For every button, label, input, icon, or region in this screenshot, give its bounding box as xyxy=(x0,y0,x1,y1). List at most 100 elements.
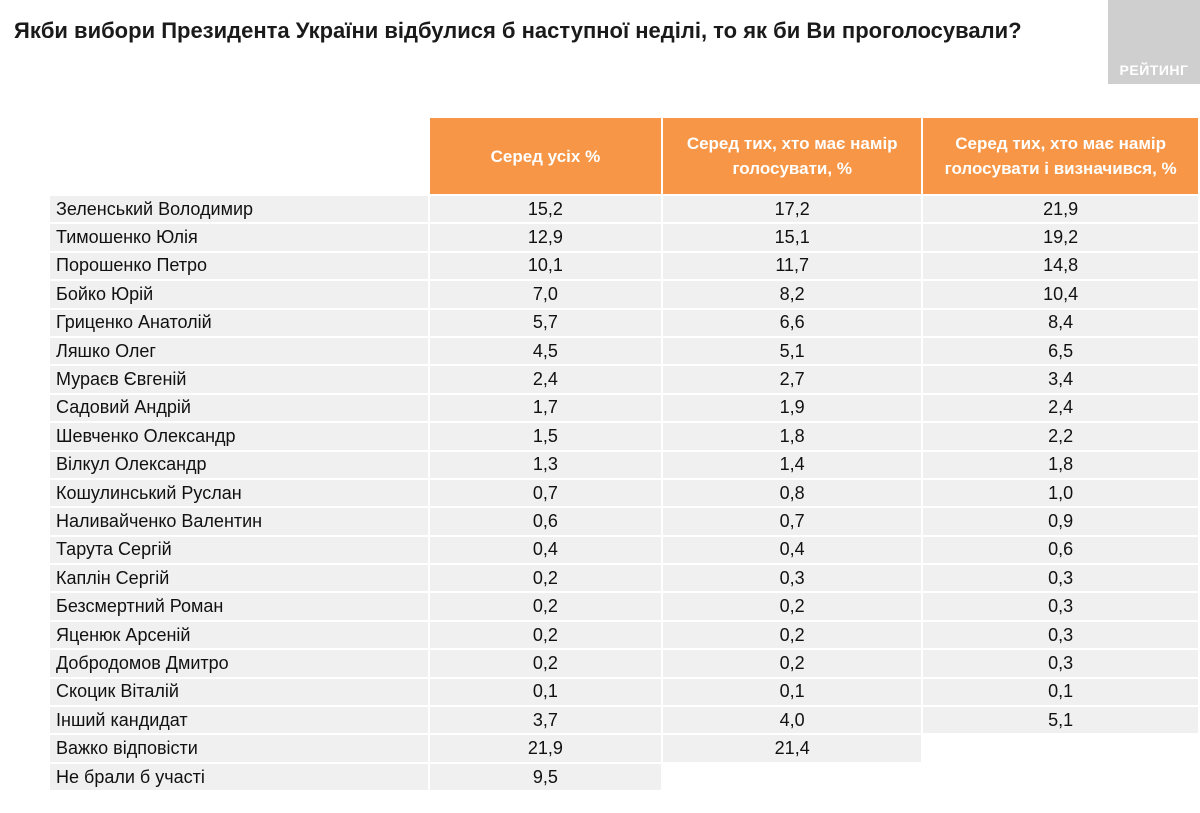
candidate-name: Тарута Сергій xyxy=(50,536,428,564)
value-cell: 1,3 xyxy=(429,451,662,478)
table-row: Тарута Сергій 0,4 0,4 0,6 xyxy=(50,536,1198,564)
value-cell: 19,2 xyxy=(923,224,1198,251)
value-cell: 2,4 xyxy=(429,366,662,393)
candidate-name: Гриценко Анатолій xyxy=(50,309,428,336)
candidate-name: Зеленський Володимир xyxy=(50,196,428,223)
value-cell: 0,8 xyxy=(663,479,922,507)
table-row: Ляшко Олег 4,5 5,1 6,5 xyxy=(50,337,1198,365)
value-cell: 10,4 xyxy=(923,281,1198,308)
value-cell: 0,3 xyxy=(923,650,1198,677)
value-cell: 1,5 xyxy=(429,423,662,450)
table-row: Тимошенко Юлія 12,9 15,1 19,2 xyxy=(50,224,1198,251)
value-cell: 0,6 xyxy=(923,536,1198,564)
empty-cell xyxy=(663,764,921,790)
value-cell: 0,4 xyxy=(429,536,662,564)
value-cell: 17,2 xyxy=(663,196,922,223)
value-cell: 14,8 xyxy=(923,252,1198,280)
value-cell: 1,8 xyxy=(923,451,1198,478)
candidate-name: Шевченко Олександр xyxy=(50,423,428,450)
value-cell: 0,3 xyxy=(923,593,1198,620)
value-cell: 0,7 xyxy=(663,508,922,535)
value-cell: 15,2 xyxy=(429,196,662,223)
value-cell: 5,1 xyxy=(663,337,922,365)
value-cell: 0,6 xyxy=(429,508,662,535)
rating-logo: РЕЙТИНГ xyxy=(1108,0,1200,84)
value-cell: 2,4 xyxy=(923,394,1198,422)
value-cell: 12,9 xyxy=(429,224,662,251)
value-cell: 0,3 xyxy=(923,565,1198,592)
value-cell: 0,2 xyxy=(663,593,922,620)
candidate-name: Не брали б участі xyxy=(50,763,428,791)
table-row: Шевченко Олександр 1,5 1,8 2,2 xyxy=(50,423,1198,450)
candidate-name: Скоцик Віталій xyxy=(50,678,428,706)
value-cell: 9,5 xyxy=(429,763,662,791)
candidate-name: Наливайченко Валентин xyxy=(50,508,428,535)
candidate-name: Мураєв Євгеній xyxy=(50,366,428,393)
value-cell: 1,4 xyxy=(663,451,922,478)
value-cell: 2,2 xyxy=(923,423,1198,450)
value-cell: 21,4 xyxy=(663,735,922,762)
candidate-name: Ляшко Олег xyxy=(50,337,428,365)
results-table: Серед усіх % Серед тих, хто має намір го… xyxy=(48,116,1200,792)
value-cell: 0,1 xyxy=(663,678,922,706)
value-cell: 1,0 xyxy=(923,479,1198,507)
empty-cell xyxy=(923,735,1198,761)
table-row: Кошулинський Руслан 0,7 0,8 1,0 xyxy=(50,479,1198,507)
value-cell: 0,1 xyxy=(429,678,662,706)
table-row: Інший кандидат 3,7 4,0 5,1 xyxy=(50,707,1198,734)
table-row: Наливайченко Валентин 0,6 0,7 0,9 xyxy=(50,508,1198,535)
value-cell: 1,7 xyxy=(429,394,662,422)
value-cell: 0,2 xyxy=(429,565,662,592)
candidate-name: Інший кандидат xyxy=(50,707,428,734)
table-row: Безсмертний Роман 0,2 0,2 0,3 xyxy=(50,593,1198,620)
value-cell: 0,7 xyxy=(429,479,662,507)
candidate-name: Яценюк Арсеній xyxy=(50,621,428,649)
value-cell: 8,2 xyxy=(663,281,922,308)
value-cell: 0,3 xyxy=(663,565,922,592)
table-row: Мураєв Євгеній 2,4 2,7 3,4 xyxy=(50,366,1198,393)
candidate-name: Вілкул Олександр xyxy=(50,451,428,478)
candidate-name: Бойко Юрій xyxy=(50,281,428,308)
value-cell: 15,1 xyxy=(663,224,922,251)
value-cell: 21,9 xyxy=(429,735,662,762)
logo-text: РЕЙТИНГ xyxy=(1119,62,1189,78)
table-row: Важко відповісти 21,9 21,4 xyxy=(50,735,1198,762)
value-cell: 21,9 xyxy=(923,196,1198,223)
empty-cell xyxy=(923,764,1198,790)
value-cell: 11,7 xyxy=(663,252,922,280)
column-header: Серед усіх % xyxy=(429,118,662,194)
candidate-name: Кошулинський Руслан xyxy=(50,479,428,507)
value-cell: 0,2 xyxy=(663,650,922,677)
table-row: Бойко Юрій 7,0 8,2 10,4 xyxy=(50,281,1198,308)
value-cell: 0,9 xyxy=(923,508,1198,535)
table-row: Каплін Сергій 0,2 0,3 0,3 xyxy=(50,565,1198,592)
value-cell: 3,4 xyxy=(923,366,1198,393)
header-blank xyxy=(50,118,428,194)
candidate-name: Важко відповісти xyxy=(50,735,428,762)
value-cell: 6,6 xyxy=(663,309,922,336)
table-row: Порошенко Петро 10,1 11,7 14,8 xyxy=(50,252,1198,280)
column-header: Серед тих, хто має намір голосувати, % xyxy=(663,118,922,194)
value-cell: 5,1 xyxy=(923,707,1198,734)
page-title: Якби вибори Президента України відбулися… xyxy=(14,18,1022,43)
value-cell: 8,4 xyxy=(923,309,1198,336)
value-cell: 0,3 xyxy=(923,621,1198,649)
value-cell: 0,2 xyxy=(663,621,922,649)
value-cell: 10,1 xyxy=(429,252,662,280)
candidate-name: Порошенко Петро xyxy=(50,252,428,280)
value-cell: 0,4 xyxy=(663,536,922,564)
value-cell: 6,5 xyxy=(923,337,1198,365)
value-cell: 0,1 xyxy=(923,678,1198,706)
table-row: Зеленський Володимир 15,2 17,2 21,9 xyxy=(50,196,1198,223)
candidate-name: Садовий Андрій xyxy=(50,394,428,422)
value-cell: 1,9 xyxy=(663,394,922,422)
table-row: Вілкул Олександр 1,3 1,4 1,8 xyxy=(50,451,1198,478)
value-cell: 0,2 xyxy=(429,593,662,620)
candidate-name: Безсмертний Роман xyxy=(50,593,428,620)
column-header: Серед тих, хто має намір голосувати і ви… xyxy=(923,118,1198,194)
value-cell: 4,0 xyxy=(663,707,922,734)
value-cell: 3,7 xyxy=(429,707,662,734)
value-cell: 4,5 xyxy=(429,337,662,365)
table-row: Не брали б участі 9,5 xyxy=(50,763,1198,791)
table-row: Гриценко Анатолій 5,7 6,6 8,4 xyxy=(50,309,1198,336)
